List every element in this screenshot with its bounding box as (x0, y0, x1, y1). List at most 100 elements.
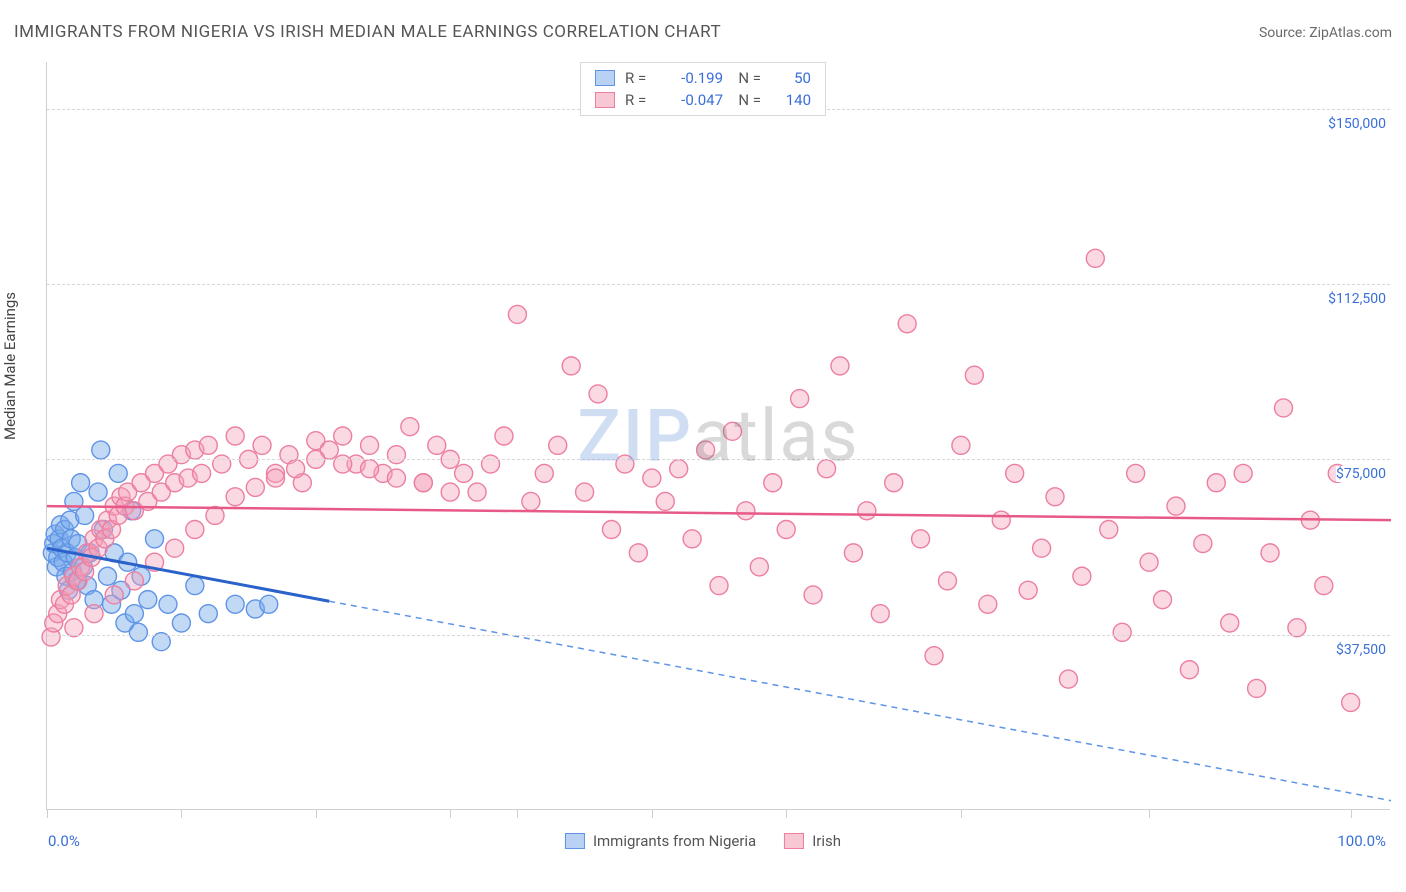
data-point (287, 460, 305, 478)
data-point (1019, 581, 1037, 599)
data-point (253, 436, 271, 454)
data-point (535, 464, 553, 482)
x-tick (961, 809, 962, 818)
data-point (125, 572, 143, 590)
data-point (1167, 497, 1185, 515)
series-legend-item: Irish (784, 832, 841, 850)
data-point (129, 623, 147, 641)
data-point (791, 390, 809, 408)
data-point (441, 483, 459, 501)
x-tick (316, 809, 317, 818)
data-point (871, 605, 889, 623)
data-point (495, 427, 513, 445)
legend-swatch (565, 833, 585, 849)
r-label: R = (625, 91, 651, 109)
plot-area: $37,500$75,000$112,500$150,000 ZIPatlas (46, 62, 1390, 810)
data-point (992, 511, 1010, 529)
data-point (1086, 249, 1104, 267)
data-point (589, 385, 607, 403)
data-point (912, 530, 930, 548)
data-point (1207, 474, 1225, 492)
data-point (401, 418, 419, 436)
y-tick-label: $37,500 (1336, 642, 1392, 658)
series-legend-item: Immigrants from Nigeria (565, 832, 756, 850)
data-point (226, 488, 244, 506)
data-point (1059, 670, 1077, 688)
x-tick (517, 809, 518, 818)
data-point (925, 647, 943, 665)
data-point (193, 464, 211, 482)
data-point (616, 455, 634, 473)
trend-line (47, 506, 1391, 520)
data-point (482, 455, 500, 473)
data-point (629, 544, 647, 562)
n-value: 50 (771, 69, 811, 87)
data-point (938, 572, 956, 590)
data-point (226, 595, 244, 613)
data-point (683, 530, 701, 548)
stats-legend-row: R =-0.047N =140 (591, 89, 815, 111)
x-tick (1149, 809, 1150, 818)
data-point (92, 441, 110, 459)
data-point (643, 469, 661, 487)
data-point (334, 427, 352, 445)
data-point (750, 558, 768, 576)
data-point (1073, 567, 1091, 585)
data-point (1194, 535, 1212, 553)
series-legend-label: Irish (812, 832, 841, 850)
y-tick-label: $150,000 (1328, 116, 1392, 132)
data-point (125, 605, 143, 623)
data-point (139, 591, 157, 609)
data-point (246, 478, 264, 496)
data-point (166, 539, 184, 557)
data-point (1046, 488, 1064, 506)
data-point (549, 436, 567, 454)
data-point (1180, 661, 1198, 679)
stats-legend-row: R =-0.199N =50 (591, 67, 815, 89)
data-point (1315, 577, 1333, 595)
x-tick (181, 809, 182, 818)
data-point (1100, 521, 1118, 539)
data-point (723, 422, 741, 440)
data-point (508, 305, 526, 323)
n-value: 140 (771, 91, 811, 109)
data-point (1154, 591, 1172, 609)
legend-swatch (595, 70, 615, 86)
data-point (361, 460, 379, 478)
data-point (199, 605, 217, 623)
scatter-svg (47, 62, 1390, 809)
x-tick (450, 809, 451, 818)
data-point (710, 577, 728, 595)
gridline (47, 284, 1390, 285)
data-point (1006, 464, 1024, 482)
data-point (737, 502, 755, 520)
x-tick (652, 809, 653, 818)
data-point (1221, 614, 1239, 632)
data-point (98, 567, 116, 585)
data-point (186, 521, 204, 539)
data-point (858, 502, 876, 520)
data-point (146, 530, 164, 548)
x-axis-min-label: 0.0% (48, 832, 80, 850)
source-label: Source: ZipAtlas.com (1259, 25, 1392, 41)
data-point (266, 469, 284, 487)
data-point (1342, 693, 1360, 711)
series-legend: Immigrants from Nigeria Irish (565, 832, 841, 850)
data-point (818, 460, 836, 478)
chart-title: IMMIGRANTS FROM NIGERIA VS IRISH MEDIAN … (14, 22, 721, 42)
r-value: -0.199 (661, 69, 723, 87)
legend-swatch (784, 833, 804, 849)
data-point (777, 521, 795, 539)
data-point (844, 544, 862, 562)
data-point (199, 436, 217, 454)
stats-legend: R =-0.199N =50R =-0.047N =140 (580, 62, 826, 116)
n-label: N = (733, 91, 761, 109)
data-point (1234, 464, 1252, 482)
data-point (576, 483, 594, 501)
data-point (1127, 464, 1145, 482)
data-point (1248, 679, 1266, 697)
data-point (260, 595, 278, 613)
data-point (159, 595, 177, 613)
y-tick-label: $75,000 (1336, 466, 1392, 482)
data-point (387, 446, 405, 464)
